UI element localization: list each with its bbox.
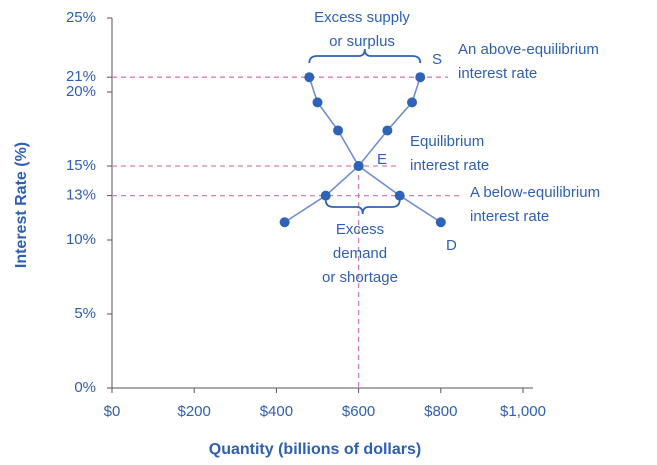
x-tick-label: $400 (260, 403, 293, 420)
x-tick-label: $600 (342, 403, 375, 420)
y-axis-title: Interest Rate (%) (13, 142, 30, 268)
y-tick-label: 0% (74, 379, 96, 396)
annotation: or surplus (329, 33, 395, 50)
y-tick-label: 13% (66, 187, 96, 204)
data-point (415, 72, 426, 83)
y-tick-label: 20% (66, 83, 96, 100)
annotation: A below-equilibrium (470, 184, 600, 201)
annotation: Excess supply (314, 9, 410, 26)
annotation: E (377, 151, 387, 168)
series-label: D (446, 237, 457, 254)
data-point (333, 125, 344, 136)
x-tick-label: $200 (178, 403, 211, 420)
data-point (279, 217, 290, 228)
y-tick-label: 21% (66, 68, 96, 85)
y-tick-label: 15% (66, 157, 96, 174)
bracket (324, 199, 401, 215)
data-point (435, 217, 446, 228)
x-tick-label: $0 (104, 403, 121, 420)
series-label: S (432, 51, 442, 68)
data-point (304, 72, 315, 83)
data-point (353, 161, 364, 171)
data-point (320, 190, 331, 201)
annotation: interest rate (470, 208, 549, 225)
data-point (394, 190, 405, 201)
annotation: or shortage (322, 269, 398, 286)
data-point (407, 97, 418, 108)
x-axis-title: Quantity (billions of dollars) (209, 441, 421, 458)
annotation: Excess (336, 221, 384, 238)
annotation: Equilibrium (410, 133, 484, 150)
y-tick-label: 5% (74, 305, 96, 322)
x-tick-label: $800 (424, 403, 457, 420)
y-tick-label: 10% (66, 231, 96, 248)
x-tick-label: $1,000 (500, 403, 546, 420)
annotation: interest rate (410, 157, 489, 174)
y-tick-label: 25% (66, 9, 96, 26)
annotation: An above-equilibrium (458, 41, 599, 58)
annotation: interest rate (458, 65, 537, 82)
bracket (308, 48, 422, 64)
annotation: demand (333, 245, 387, 262)
data-point (382, 125, 393, 136)
data-point (312, 97, 323, 108)
